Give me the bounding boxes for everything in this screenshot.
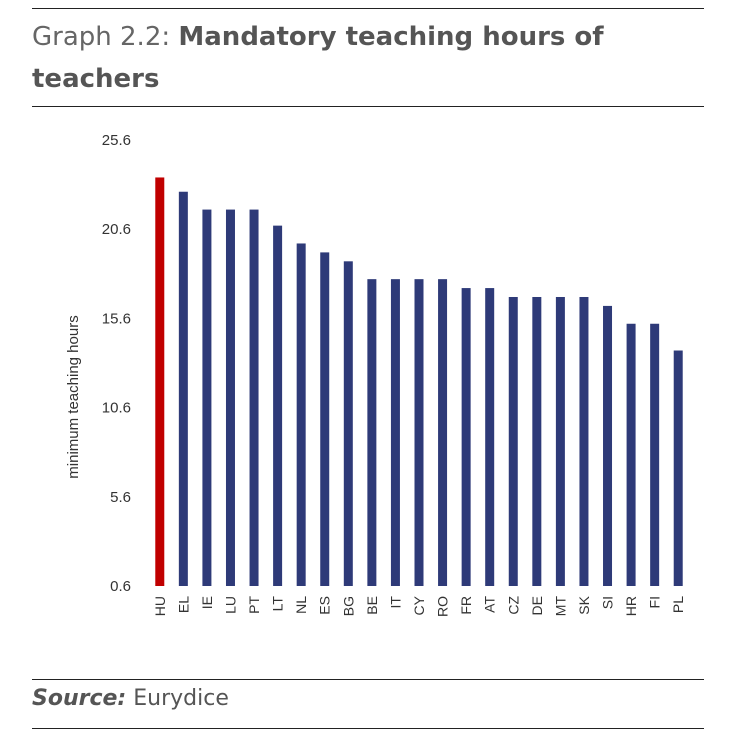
y-axis-ticks: 25.6 20.6 15.6 10.6 5.6 0.6: [102, 132, 131, 595]
bar-lu: [225, 209, 235, 587]
source-value: Eurydice: [133, 686, 229, 711]
x-tick-label: IE: [199, 596, 215, 609]
x-tick-label: CY: [411, 595, 427, 615]
top-rule: [32, 8, 704, 9]
x-tick-label: IT: [387, 596, 403, 609]
source-top-rule: [32, 679, 704, 680]
bar-mt: [555, 296, 565, 586]
y-tick-label: 5.6: [110, 489, 131, 506]
x-tick-label: PL: [670, 596, 686, 613]
bar-be: [367, 279, 377, 586]
x-tick-label: CZ: [505, 596, 521, 615]
x-tick-label: BG: [340, 596, 356, 616]
bar-nl: [296, 243, 306, 587]
y-tick-label: 25.6: [102, 132, 131, 149]
x-tick-label: SK: [576, 595, 592, 614]
y-tick-label: 0.6: [110, 578, 131, 595]
chart-title: Graph 2.2: Mandatory teaching hours of t…: [32, 16, 704, 100]
x-tick-label: SI: [600, 596, 616, 609]
y-tick-label: 20.6: [102, 221, 131, 238]
bar-es: [320, 252, 330, 586]
bar-hr: [626, 323, 636, 586]
bar-de: [532, 296, 542, 586]
bars: [155, 177, 683, 587]
bar-el: [178, 191, 188, 586]
x-tick-label: HU: [152, 596, 168, 616]
bar-ro: [438, 279, 448, 586]
bar-pl: [673, 350, 683, 586]
bar-sk: [579, 296, 589, 586]
bar-fr: [461, 288, 471, 586]
bar-ie: [202, 209, 212, 587]
y-axis-label: minimum teaching hours: [65, 315, 82, 478]
x-tick-label: LU: [222, 596, 238, 614]
y-tick-label: 10.6: [102, 400, 131, 417]
bar-it: [390, 279, 400, 586]
title-rule: [32, 106, 704, 107]
x-tick-label: ES: [317, 596, 333, 615]
bar-cz: [508, 296, 518, 586]
bar-fi: [650, 323, 660, 586]
x-tick-label: LT: [270, 596, 286, 612]
x-tick-label: FI: [647, 596, 663, 608]
title-prefix: Graph 2.2:: [32, 22, 171, 52]
bar-lt: [273, 225, 283, 586]
source-note: Source: Eurydice: [32, 686, 229, 711]
bar-hu: [155, 177, 165, 587]
bar-cy: [414, 279, 424, 586]
x-tick-label: EL: [175, 596, 191, 613]
bar-bg: [343, 261, 353, 586]
x-tick-label: HR: [623, 596, 639, 616]
x-tick-label: RO: [435, 596, 451, 617]
x-axis-ticks: HU EL IE LU PT LT NL ES BG BE IT CY RO FR AT CZ DE MT SK SI…: [152, 595, 686, 617]
x-tick-label: NL: [293, 596, 309, 614]
bar-pt: [249, 209, 259, 587]
x-tick-label: FR: [458, 596, 474, 615]
bar-si: [603, 305, 613, 586]
x-tick-label: BE: [364, 596, 380, 615]
x-tick-label: DE: [529, 596, 545, 615]
x-tick-label: AT: [482, 596, 498, 613]
x-tick-label: PT: [246, 596, 262, 614]
bar-at: [485, 288, 495, 586]
bottom-rule: [32, 728, 704, 729]
source-label: Source:: [32, 686, 127, 711]
y-tick-label: 15.6: [102, 310, 131, 327]
title-main: Mandatory teaching hours of teachers: [32, 22, 604, 94]
x-tick-label: MT: [552, 596, 568, 617]
